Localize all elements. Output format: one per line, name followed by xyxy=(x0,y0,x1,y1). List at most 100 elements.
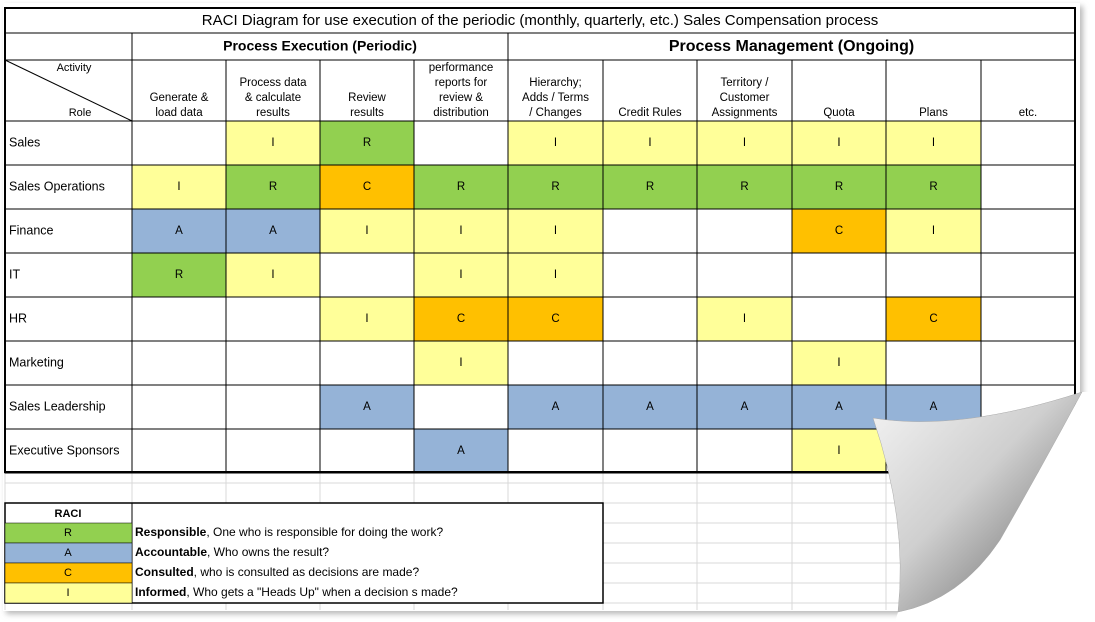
role-label: Executive Sponsors xyxy=(9,443,119,457)
raci-code: I xyxy=(554,225,557,237)
raci-cell xyxy=(885,252,982,298)
raci-cell xyxy=(413,164,509,210)
legend-text: Informed, Who gets a "Heads Up" when a d… xyxy=(135,585,458,599)
role-label: HR xyxy=(9,311,27,325)
raci-cell xyxy=(507,296,604,342)
role-label: Sales Operations xyxy=(9,179,105,193)
raci-code: A xyxy=(363,401,371,413)
corner-diagonal xyxy=(4,59,133,122)
raci-cell xyxy=(696,252,793,298)
legend-text: Accountable, Who owns the result? xyxy=(135,545,329,559)
legend-title: RACI xyxy=(55,508,82,520)
raci-code: C xyxy=(457,313,465,325)
raci-cell xyxy=(131,428,227,474)
raci-cell xyxy=(885,120,982,166)
raci-cell xyxy=(696,340,793,386)
legend-code: A xyxy=(64,547,72,559)
fold-cutout xyxy=(895,392,1095,622)
page-curl xyxy=(872,391,1083,613)
raci-code: I xyxy=(932,225,935,237)
corner-activity: Activity xyxy=(57,62,92,74)
raci-code: R xyxy=(269,181,277,193)
raci-cell xyxy=(602,252,698,298)
raci-cell xyxy=(131,208,227,254)
raci-cell xyxy=(225,296,321,342)
raci-cell xyxy=(791,296,887,342)
raci-cell xyxy=(225,120,321,166)
column-header-cell xyxy=(507,59,604,122)
raci-code: I xyxy=(365,313,368,325)
column-header: Generate & xyxy=(150,92,209,104)
raci-code: I xyxy=(837,137,840,149)
column-header: load data xyxy=(155,107,203,119)
legend-code: I xyxy=(66,587,69,599)
raci-code: R xyxy=(175,269,183,281)
role-cell xyxy=(4,120,133,166)
raci-cell xyxy=(413,340,509,386)
raci-cell xyxy=(696,164,793,210)
raci-cell xyxy=(885,340,982,386)
raci-code: A xyxy=(175,225,183,237)
raci-code: I xyxy=(459,357,462,369)
raci-code: C xyxy=(551,313,559,325)
legend-code: C xyxy=(64,567,72,579)
role-label: Marketing xyxy=(9,355,64,369)
role-label: Finance xyxy=(9,223,54,237)
raci-cell xyxy=(602,340,698,386)
column-header: Customer xyxy=(720,92,770,104)
role-label: Sales Leadership xyxy=(9,399,106,413)
role-label: Sales xyxy=(9,135,40,149)
group-corner xyxy=(4,32,133,61)
raci-cell xyxy=(225,384,321,430)
raci-cell xyxy=(131,296,227,342)
column-header-cell xyxy=(791,59,887,122)
raci-cell xyxy=(980,120,1076,166)
raci-cell xyxy=(980,252,1076,298)
column-header: Credit Rules xyxy=(618,107,682,119)
raci-code: I xyxy=(932,137,935,149)
raci-code: C xyxy=(929,313,937,325)
raci-cell xyxy=(225,164,321,210)
raci-cell xyxy=(131,164,227,210)
raci-code: I xyxy=(554,137,557,149)
raci-code: I xyxy=(271,269,274,281)
column-header-cell xyxy=(413,59,509,122)
raci-cell xyxy=(696,428,793,474)
raci-code: R xyxy=(740,181,748,193)
raci-cell xyxy=(696,208,793,254)
column-header: / Changes xyxy=(529,107,582,119)
raci-code: I xyxy=(743,313,746,325)
column-header: Quota xyxy=(823,107,855,119)
raci-cell xyxy=(413,428,509,474)
raci-cell xyxy=(980,340,1076,386)
legend-term: Responsible xyxy=(135,525,207,539)
column-header: reports for xyxy=(435,77,488,89)
legend-code: R xyxy=(64,527,72,539)
raci-cell xyxy=(225,428,321,474)
raci-cell xyxy=(980,296,1076,342)
raci-legend: RACI R Responsible, One who is responsible… xyxy=(4,502,604,604)
raci-cell xyxy=(980,208,1076,254)
raci-cell xyxy=(131,120,227,166)
raci-cell xyxy=(319,120,415,166)
raci-code: A xyxy=(646,401,654,413)
raci-code: R xyxy=(835,181,843,193)
raci-cell xyxy=(980,164,1076,210)
legend-term: Informed xyxy=(135,585,186,599)
raci-code: R xyxy=(551,181,559,193)
table-border xyxy=(4,7,1076,473)
column-header: performance xyxy=(429,62,494,74)
raci-cell xyxy=(319,208,415,254)
raci-code: I xyxy=(459,269,462,281)
raci-cell xyxy=(413,120,509,166)
column-header: distribution xyxy=(433,107,489,119)
raci-cell xyxy=(602,208,698,254)
raci-cell xyxy=(319,384,415,430)
group-header: Process Execution (Periodic) xyxy=(223,38,417,54)
column-header: Territory / xyxy=(721,77,770,89)
role-label: IT xyxy=(9,267,20,281)
raci-code: R xyxy=(457,181,465,193)
column-header: Plans xyxy=(919,107,948,119)
raci-cell xyxy=(507,120,604,166)
